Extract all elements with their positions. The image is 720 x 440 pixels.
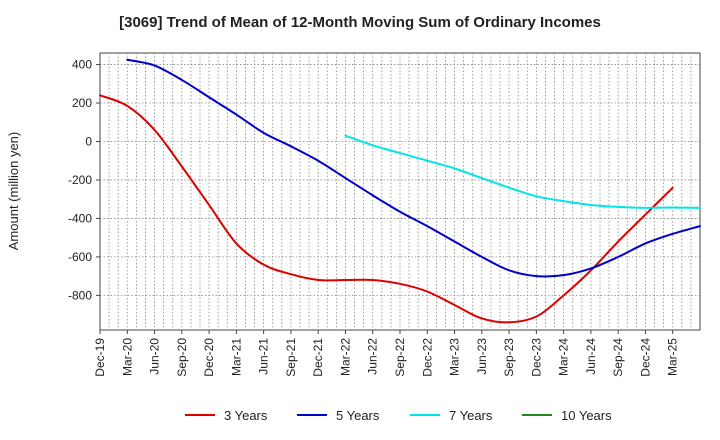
x-tick-label: Sep-24 bbox=[611, 338, 625, 377]
x-tick-label: Dec-20 bbox=[202, 338, 216, 377]
grid-layer bbox=[100, 53, 700, 330]
x-tick-label: Mar-21 bbox=[229, 338, 243, 376]
y-tick-label: 200 bbox=[72, 96, 92, 110]
y-tick-label: 0 bbox=[85, 134, 92, 148]
x-tick-label: Jun-22 bbox=[366, 338, 380, 375]
series-line-5-years bbox=[126, 58, 701, 278]
x-tick-label: Dec-19 bbox=[93, 338, 107, 377]
x-tick-label: Jun-21 bbox=[257, 338, 271, 375]
x-tick-label: Dec-21 bbox=[311, 338, 325, 377]
y-axis-ticks: 400 200 0 -200 -400 -600 -800 bbox=[68, 58, 100, 302]
x-tick-label: Mar-23 bbox=[448, 338, 462, 376]
x-tick-label: Mar-20 bbox=[120, 338, 134, 376]
legend-label-3-years: 3 Years bbox=[224, 408, 268, 423]
x-tick-label: Jun-23 bbox=[475, 338, 489, 375]
x-tick-label: Dec-23 bbox=[529, 338, 543, 377]
x-tick-label: Dec-24 bbox=[638, 338, 652, 377]
x-tick-label: Jun-24 bbox=[584, 338, 598, 375]
x-tick-label: Mar-24 bbox=[557, 338, 571, 376]
x-tick-label: Sep-20 bbox=[175, 338, 189, 377]
series-layer bbox=[99, 58, 701, 324]
y-tick-label: -400 bbox=[68, 211, 92, 225]
legend: 3 Years 5 Years 7 Years 10 Years bbox=[185, 408, 612, 423]
y-axis-label: Amount (million yen) bbox=[6, 132, 21, 251]
y-tick-label: 400 bbox=[72, 58, 92, 72]
y-tick-label: -600 bbox=[68, 250, 92, 264]
x-tick-label: Mar-25 bbox=[666, 338, 680, 376]
legend-label-5-years: 5 Years bbox=[336, 408, 380, 423]
x-tick-label: Dec-22 bbox=[420, 338, 434, 377]
x-tick-label: Sep-21 bbox=[284, 338, 298, 377]
legend-label-10-years: 10 Years bbox=[561, 408, 612, 423]
series-line-7-years bbox=[344, 134, 701, 209]
series-line-3-years bbox=[99, 94, 674, 324]
y-tick-label: -800 bbox=[68, 288, 92, 302]
x-tick-label: Sep-23 bbox=[502, 338, 516, 377]
x-axis-ticks: Dec-19 Mar-20 Jun-20 Sep-20 Dec-20 Mar-21 Jun-… bbox=[93, 330, 680, 377]
x-tick-label: Jun-20 bbox=[148, 338, 162, 375]
chart-title: [3069] Trend of Mean of 12-Month Moving … bbox=[119, 14, 601, 31]
legend-label-7-years: 7 Years bbox=[449, 408, 493, 423]
y-tick-label: -200 bbox=[68, 173, 92, 187]
x-tick-label: Mar-22 bbox=[338, 338, 352, 376]
x-tick-label: Sep-22 bbox=[393, 338, 407, 377]
